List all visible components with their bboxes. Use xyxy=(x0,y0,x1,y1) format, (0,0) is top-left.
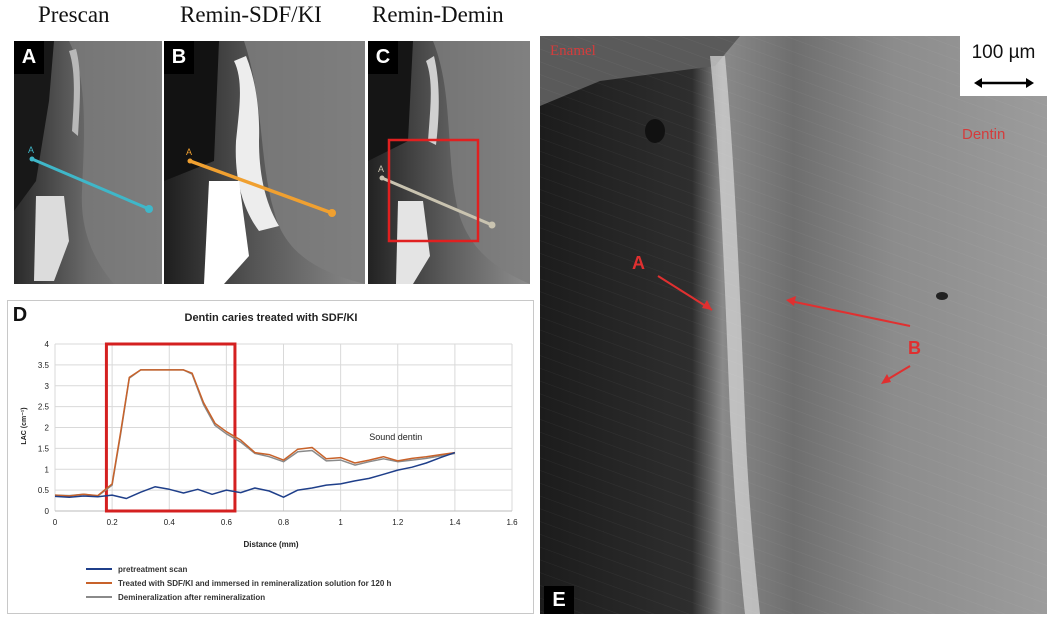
y-tick-label: 2.5 xyxy=(38,403,50,412)
x-tick-label: 1.6 xyxy=(506,518,518,527)
x-tick-label: 0.6 xyxy=(221,518,233,527)
sem-image: A B xyxy=(540,36,1047,614)
panel-letter-c: C xyxy=(368,41,398,74)
marker-a: A xyxy=(632,253,645,273)
scale-bar-label: 100 µm xyxy=(971,42,1036,63)
point-label-start-a: A xyxy=(28,145,34,155)
series-line-0 xyxy=(54,451,456,500)
xray-panel-a: A A xyxy=(14,41,162,284)
x-tick-label: 0.8 xyxy=(278,518,290,527)
chart-panel-d: D Dentin caries treated with SDF/KI LAC … xyxy=(7,300,534,614)
y-tick-label: 1 xyxy=(45,465,50,474)
x-tick-label: 1 xyxy=(338,518,343,527)
panel-letter-e: E xyxy=(544,586,574,614)
panel-title-prescan: Prescan xyxy=(38,2,110,27)
y-tick-label: 1.5 xyxy=(38,444,50,453)
sem-panel-e: A B Enamel Dentin 100 µm E xyxy=(540,36,1047,614)
y-tick-label: 2 xyxy=(45,424,50,433)
profile-line-a xyxy=(31,157,150,211)
y-tick-label: 4 xyxy=(45,340,50,349)
x-tick-label: 0.2 xyxy=(107,518,119,527)
xray-image-c: A xyxy=(368,41,530,284)
arrow-b-1 xyxy=(789,300,911,327)
y-tick-label: 3 xyxy=(45,382,50,391)
xray-image-b: A xyxy=(164,41,365,284)
x-tick-label: 0 xyxy=(53,518,58,527)
sound-dentin-annotation: Sound dentin xyxy=(369,432,422,442)
profile-line-c xyxy=(381,176,493,227)
series-line-1 xyxy=(54,369,456,497)
arrow-a xyxy=(657,275,713,311)
chart-xlabel: Distance (mm) xyxy=(243,540,298,549)
dentin-label: Dentin xyxy=(962,126,1006,143)
x-tick-label: 1.2 xyxy=(392,518,404,527)
roi-box xyxy=(387,138,480,243)
panel-title-remin-sdf-ki: Remin-SDF/KI xyxy=(180,2,322,27)
panel-letter-a: A xyxy=(14,41,44,74)
panel-title-remin-demin: Remin-Demin xyxy=(372,2,504,27)
panel-letter-b: B xyxy=(164,41,194,74)
y-tick-label: 3.5 xyxy=(38,361,50,370)
x-tick-label: 1.4 xyxy=(449,518,461,527)
panel-letter-d: D xyxy=(8,301,32,329)
chart-ylabel: LAC (cm⁻¹) xyxy=(21,407,28,444)
marker-b: B xyxy=(908,338,921,358)
legend-label: Demineralization after remineralization xyxy=(118,593,265,602)
y-tick-label: 0.5 xyxy=(38,486,50,495)
enamel-label: Enamel xyxy=(550,43,596,59)
scale-arrow-icon xyxy=(974,78,1034,88)
chart-title: Dentin caries treated with SDF/KI xyxy=(185,312,358,324)
legend-label: Treated with SDF/KI and immersed in remi… xyxy=(118,579,392,588)
scale-bar: 100 µm xyxy=(960,36,1047,96)
xray-image-a: A xyxy=(14,41,162,284)
xray-panel-c: A C xyxy=(368,41,530,284)
profile-line-b xyxy=(189,159,333,215)
point-label-start-b: A xyxy=(186,147,192,157)
y-tick-label: 0 xyxy=(45,507,50,516)
xray-panel-b: A B xyxy=(164,41,365,284)
lac-chart: Dentin caries treated with SDF/KI LAC (c… xyxy=(21,312,518,602)
x-tick-label: 0.4 xyxy=(164,518,176,527)
legend-label: pretreatment scan xyxy=(118,565,187,574)
highlight-box xyxy=(104,342,237,513)
point-label-start-c: A xyxy=(378,164,384,174)
